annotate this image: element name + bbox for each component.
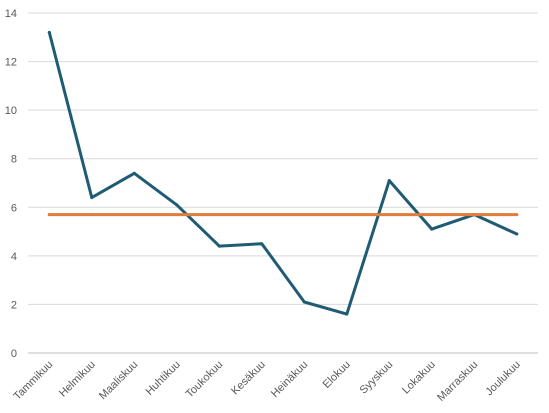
series-2-point — [90, 213, 94, 217]
series-1-point — [132, 171, 136, 175]
x-tick-label: Elokuu — [321, 359, 353, 391]
series-2-point — [515, 213, 519, 217]
series-2-point — [132, 213, 136, 217]
y-tick-label: 12 — [5, 57, 17, 69]
series-1-point — [90, 196, 94, 200]
x-tick-label: Syyskuu — [357, 359, 395, 397]
x-tick-label: Tammikuu — [11, 359, 55, 403]
series-2-point — [387, 213, 391, 217]
x-tick-label: Heinäkuu — [269, 359, 310, 400]
series-2-point — [217, 213, 221, 217]
series-1-point — [217, 244, 221, 248]
y-tick-label: 14 — [5, 8, 17, 20]
y-tick-label: 0 — [11, 348, 17, 360]
x-tick-label: Maaliskuu — [97, 359, 141, 403]
series-1-line — [47, 30, 519, 316]
x-tick-label: Lokakuu — [400, 359, 438, 397]
series-lines — [47, 30, 519, 316]
x-tick-label: Joulukuu — [483, 359, 523, 399]
series-1-point — [175, 203, 179, 207]
y-axis-tick-labels: 0 2 4 6 8 10 12 14 — [5, 8, 17, 360]
series-2-point — [430, 213, 434, 217]
x-tick-label: Toukokuu — [184, 359, 226, 401]
series-2-point — [472, 213, 476, 217]
series-2-point — [175, 213, 179, 217]
y-tick-label: 4 — [11, 251, 17, 263]
x-tick-label: Helmikuu — [57, 359, 98, 400]
series-2-point — [47, 213, 51, 217]
x-tick-label: Kesäkuu — [229, 359, 268, 398]
x-tick-label: Huhtikuu — [144, 359, 183, 398]
series-1-point — [345, 312, 349, 316]
series-1-point — [515, 232, 519, 236]
y-tick-label: 8 — [11, 154, 17, 166]
series-2-point — [345, 213, 349, 217]
y-tick-label: 10 — [5, 105, 17, 117]
series-1-point — [260, 242, 264, 246]
series-2-point — [302, 213, 306, 217]
series-1-point — [387, 179, 391, 183]
y-tick-label: 6 — [11, 202, 17, 214]
y-tick-label: 2 — [11, 299, 17, 311]
series-1-point — [47, 30, 51, 34]
x-tick-label: Marraskuu — [435, 359, 480, 404]
series-1-point — [302, 300, 306, 304]
series-2-point — [260, 213, 264, 217]
series-1-point — [430, 227, 434, 231]
gridlines — [28, 12, 538, 354]
